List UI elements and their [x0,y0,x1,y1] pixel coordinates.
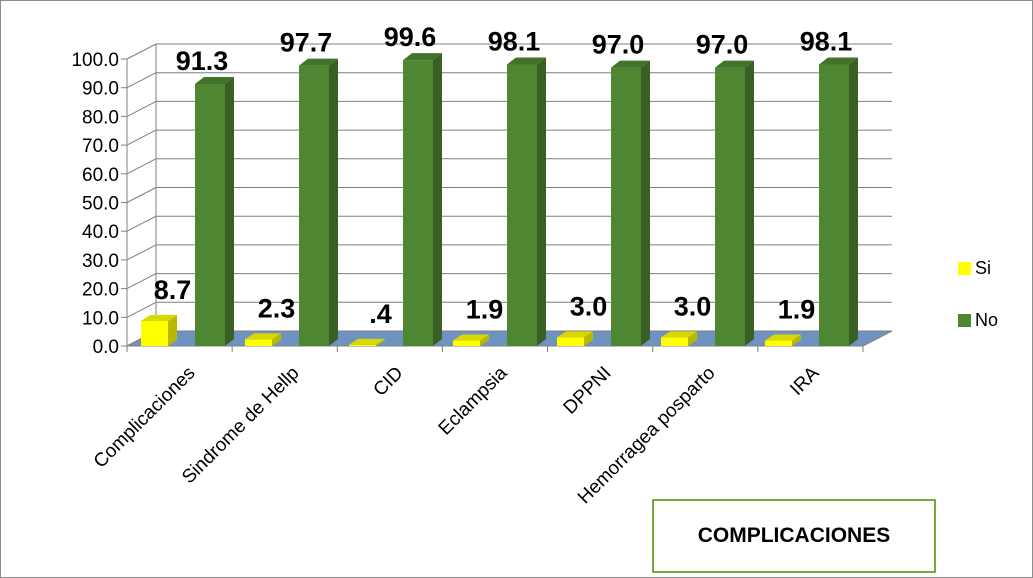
y-tick-label: 10.0 [82,308,119,329]
bar-no [819,57,858,346]
y-tick-label: 100.0 [71,50,119,71]
y-tick-label: 0.0 [93,337,119,358]
bar-si [557,331,593,346]
bar-si [245,333,281,346]
bar-no [299,58,338,346]
gridline-depth [126,244,157,261]
y-tick-label: 50.0 [82,194,119,215]
gridline-depth [126,215,157,232]
bar-no [611,60,650,347]
gridline-depth [126,43,157,60]
data-label-no: 97.7 [280,28,333,58]
y-tick-label: 60.0 [82,165,119,186]
gridline-depth [126,129,157,146]
data-label-si: 1.9 [466,295,504,325]
bar-no [403,53,442,346]
data-label-si: 8.7 [154,275,192,305]
bar-si [141,315,177,346]
y-tick-label: 80.0 [82,107,119,128]
data-label-si: 1.9 [778,295,816,325]
data-label-si: 2.3 [258,293,296,323]
data-label-no: 99.6 [384,22,437,52]
y-tick-label: 70.0 [82,136,119,157]
data-label-no: 97.0 [696,30,749,60]
legend-item-si: Si [958,256,1028,280]
legend: Si No [958,256,1028,360]
bars [141,53,858,347]
gridline-depth [126,158,157,175]
y-tick-label: 40.0 [82,222,119,243]
data-labels: 8.7 91.3 2.3 97.7 .4 99.6 1.9 98.1 3.0 97.0 3.0 97.… [154,22,853,329]
bar-si [661,331,697,346]
category-label: DPPNI [560,363,616,419]
bar-no [715,60,754,347]
bar-si [349,338,385,346]
chart-title: COMPLICACIONES [697,524,891,547]
bar-si [765,334,801,346]
gridline-depth [126,187,157,203]
data-label-si: .4 [369,299,392,329]
category-label: IRA [786,362,823,399]
gridline-depth [126,100,157,117]
legend-item-no: No [958,308,1028,332]
data-label-no: 98.1 [488,26,541,56]
legend-swatch-si [958,261,971,275]
data-label-no: 97.0 [592,30,645,60]
bar-si [453,334,489,346]
gridline-depth [126,301,157,318]
data-label-no: 98.1 [800,26,853,56]
data-label-no: 91.3 [176,46,229,76]
y-tick-label: 20.0 [82,280,119,301]
category-label: CID [370,363,408,401]
legend-label-si: Si [975,257,992,278]
data-label-si: 3.0 [570,291,608,321]
data-label-si: 3.0 [674,291,712,321]
bar-no [507,57,546,346]
category-label: Eclampsia [435,362,512,439]
legend-label-no: No [975,309,999,330]
category-label: Sindrome de Hellp [178,363,303,488]
bar-no [195,76,234,347]
chart-title-box: COMPLICACIONES [652,499,936,573]
gridline-depth [126,273,157,290]
category-label: Complicaciones [90,363,200,473]
gridline-depth [126,72,157,89]
y-tick-label: 30.0 [82,251,119,272]
y-tick-label: 90.0 [82,79,119,100]
legend-swatch-no [958,313,971,327]
